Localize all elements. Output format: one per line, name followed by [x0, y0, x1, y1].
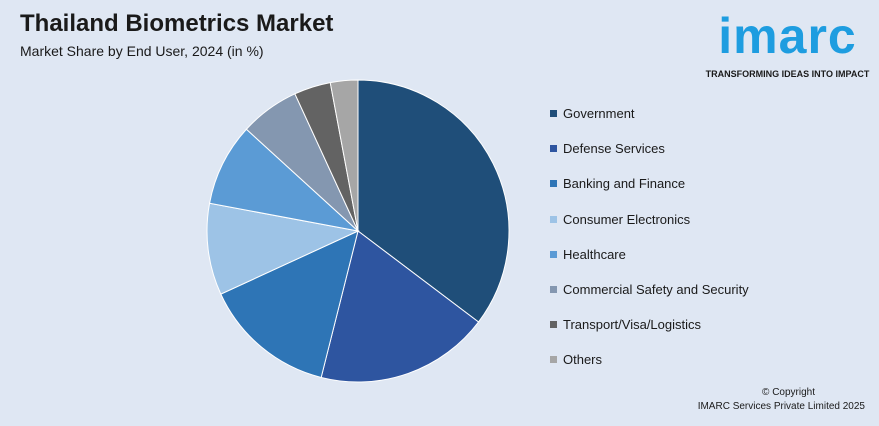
- legend-swatch: [550, 215, 557, 223]
- legend-item: Commercial Safety and Security: [550, 272, 749, 307]
- legend-item: Others: [550, 342, 749, 377]
- legend-swatch: [550, 145, 557, 153]
- logo-wordmark: imarc: [718, 8, 857, 64]
- legend-swatch: [550, 321, 557, 329]
- legend-swatch: [550, 110, 557, 118]
- pie-slice-government: [357, 79, 510, 323]
- copyright-line-2: IMARC Services Private Limited 2025: [697, 401, 865, 412]
- pie-slice-healthcare: [208, 128, 360, 232]
- legend-label: Commercial Safety and Security: [563, 282, 749, 298]
- legend-label: Transport/Visa/Logistics: [563, 317, 702, 333]
- legend-swatch: [550, 356, 557, 364]
- legend-label: Healthcare: [563, 246, 626, 262]
- pie-slice-consumer-electronics: [206, 202, 360, 295]
- chart-legend: Government Defense Services Banking and Fi…: [550, 96, 749, 378]
- legend-item: Government: [550, 96, 749, 131]
- chart-title: Thailand Biometrics Market: [20, 10, 334, 37]
- legend-label: Consumer Electronics: [563, 211, 691, 227]
- legend-label: Government: [563, 106, 635, 122]
- legend-swatch: [550, 250, 557, 258]
- legend-item: Banking and Finance: [550, 166, 749, 201]
- imarc-logo: imarc TRANSFORMING IDEAS INTO IMPACT: [700, 6, 875, 84]
- legend-label: Defense Services: [563, 141, 665, 157]
- legend-item: Consumer Electronics: [550, 202, 749, 237]
- pie-chart: [206, 79, 510, 383]
- copyright-notice: © Copyright IMARC Services Private Limit…: [698, 386, 865, 414]
- logo-tagline: TRANSFORMING IDEAS INTO IMPACT: [705, 69, 870, 79]
- pie-slice-others: [329, 79, 359, 232]
- copyright-line-1: © Copyright: [762, 387, 815, 398]
- pie-slice-banking-and-finance: [220, 230, 359, 379]
- legend-item: Defense Services: [550, 131, 749, 166]
- legend-label: Others: [563, 352, 603, 368]
- legend-item: Healthcare: [550, 237, 749, 272]
- legend-item: Transport/Visa/Logistics: [550, 307, 749, 342]
- legend-swatch: [550, 180, 557, 188]
- legend-label: Banking and Finance: [563, 176, 686, 192]
- chart-subtitle: Market Share by End User, 2024 (in %): [20, 43, 264, 59]
- pie-slice-defense-services: [320, 230, 480, 383]
- legend-swatch: [550, 286, 557, 294]
